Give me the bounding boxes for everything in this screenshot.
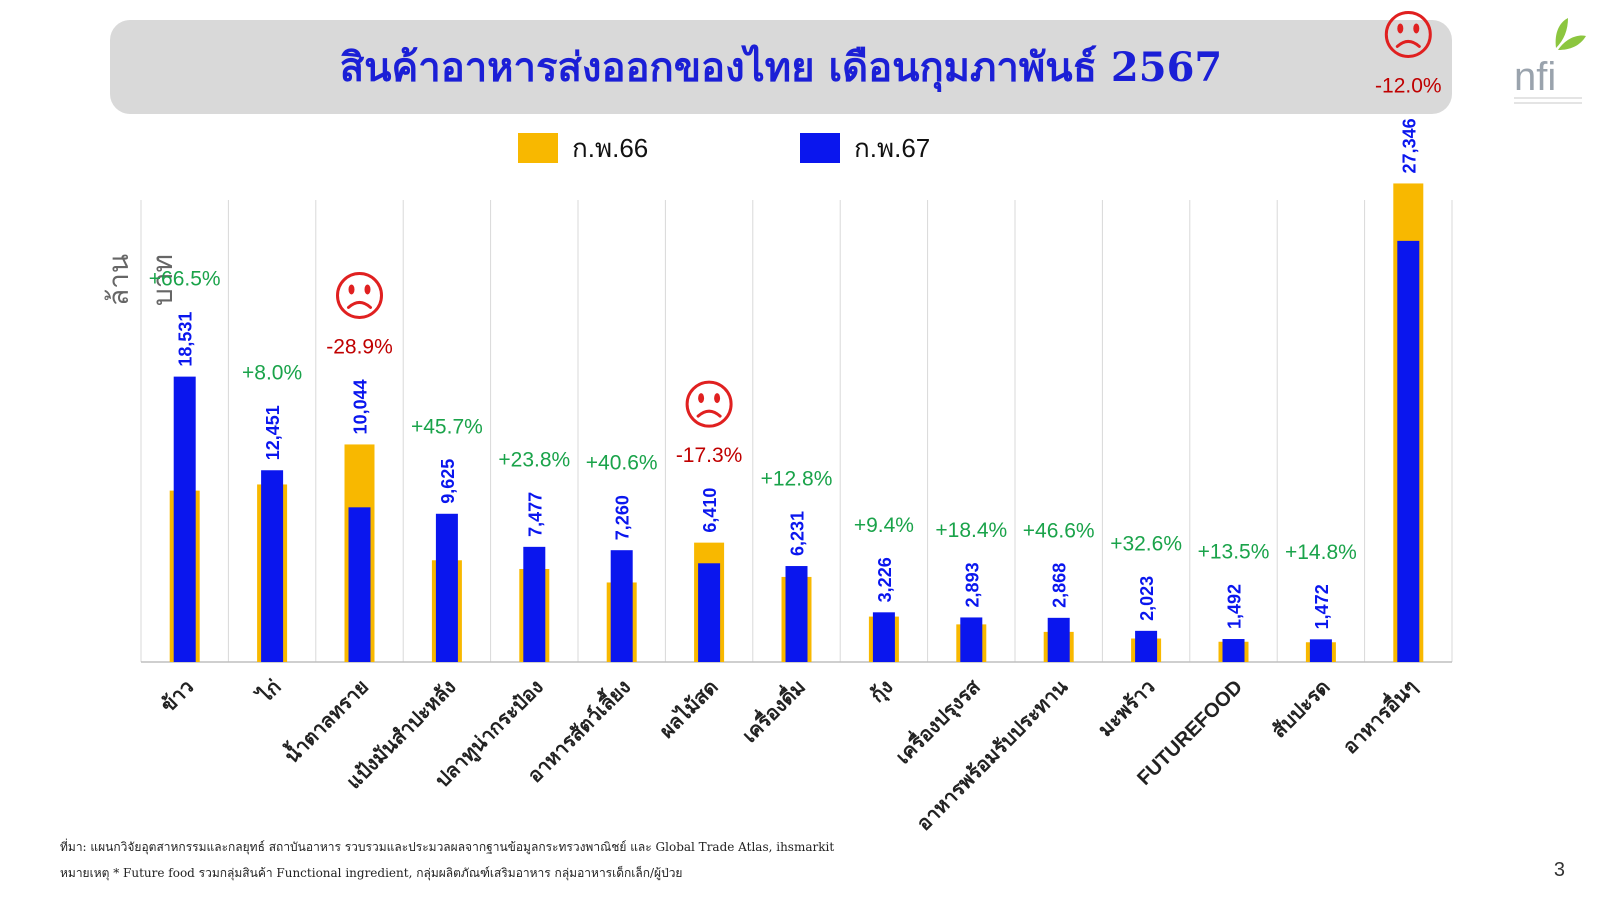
category-label: กุ้ง <box>866 675 898 707</box>
legend-label-curr: ก.พ.67 <box>854 132 931 163</box>
bar-curr-year <box>261 470 284 662</box>
data-label: 27,346 <box>1399 118 1419 173</box>
bar-curr-year <box>173 376 196 662</box>
chart-legend: ก.พ.66 ก.พ.67 <box>0 130 1600 170</box>
data-label: 9,625 <box>438 459 458 504</box>
bar-curr-year <box>610 550 633 662</box>
bar-curr-year <box>523 546 546 662</box>
change-label: +40.6% <box>586 452 658 475</box>
sad-face-icon <box>336 271 383 319</box>
bar-curr-year <box>348 507 371 662</box>
sad-face-mouth <box>1395 39 1421 48</box>
bar-curr-year <box>1047 617 1070 662</box>
legend-item-prev-year: ก.พ.66 <box>518 130 648 166</box>
data-label: 3,226 <box>875 557 895 602</box>
category-label: เครื่องปรุงรส <box>889 672 986 769</box>
page-number: 3 <box>1553 859 1565 881</box>
change-label: +12.8% <box>761 468 833 491</box>
data-label: 12,451 <box>263 405 283 460</box>
sad-face-mouth <box>696 409 722 418</box>
sad-face-eye <box>714 393 721 404</box>
change-label: +46.6% <box>1023 519 1095 542</box>
sad-face-icon <box>1384 10 1432 58</box>
change-label: +18.4% <box>935 519 1007 542</box>
data-label: 7,260 <box>613 495 633 540</box>
footnote-note: หมายเหตุ * Future food รวมกลุ่มสินค้า Fu… <box>60 866 683 880</box>
data-label: 6,410 <box>700 488 720 533</box>
logo-text: nfi <box>1514 55 1556 99</box>
data-label: 18,531 <box>176 312 196 367</box>
category-label: มะพร้าว <box>1094 675 1160 741</box>
bar-curr-year <box>435 513 458 662</box>
sad-face-eye <box>348 284 355 295</box>
change-label: -12.0% <box>1375 74 1442 97</box>
sad-face-eye <box>1397 23 1404 34</box>
change-label: +66.5% <box>149 268 221 291</box>
legend-label-prev: ก.พ.66 <box>572 132 649 163</box>
sad-face-eye <box>1413 23 1420 34</box>
sad-face-eye <box>698 393 705 404</box>
legend-swatch-curr <box>800 133 840 163</box>
legend-swatch-prev <box>518 133 558 163</box>
data-label: 10,044 <box>351 379 371 434</box>
sad-face-icon <box>685 380 733 428</box>
change-label: +14.8% <box>1285 541 1357 564</box>
data-label: 2,868 <box>1050 563 1070 608</box>
change-label: -28.9% <box>326 335 393 358</box>
footnote-source: ที่มา: แผนกวิจัยอุตสาหกรรมและกลยุทธ์ สถา… <box>60 840 835 854</box>
legend-item-curr-year: ก.พ.67 <box>800 130 930 166</box>
sad-face-eye <box>364 284 371 295</box>
change-label: +9.4% <box>854 514 914 537</box>
change-label: +32.6% <box>1110 532 1182 555</box>
bar-curr-year <box>698 563 721 662</box>
data-label: 6,231 <box>788 511 808 556</box>
nfi-logo: nfi <box>1514 18 1586 104</box>
category-label: อาหารพร้อมรับประทาน <box>912 675 1072 835</box>
category-label: ผลไม้สด <box>654 675 722 743</box>
bar-curr-year <box>872 612 895 662</box>
title-banner: สินค้าอาหารส่งออกของไทย เดือนกุมภาพันธ์ … <box>110 20 1452 114</box>
data-label: 7,477 <box>525 492 545 537</box>
change-label: -17.3% <box>676 444 743 467</box>
bar-curr-year <box>785 566 808 662</box>
bar-curr-year <box>1135 630 1158 662</box>
category-label: ไก่ <box>252 675 286 709</box>
change-label: +45.7% <box>411 415 483 438</box>
category-label: เครื่องดื่ม <box>735 672 810 747</box>
bar-curr-year <box>960 617 983 662</box>
data-label: 2,023 <box>1137 576 1157 621</box>
data-label: 1,472 <box>1312 584 1332 629</box>
sad-face-mouth <box>347 300 372 309</box>
change-label: +8.0% <box>242 361 302 384</box>
category-label: อาหารอื่นๆ <box>1336 672 1422 758</box>
bar-curr-year <box>1222 639 1245 662</box>
bar-curr-year <box>1397 240 1420 663</box>
data-label: 2,893 <box>962 562 982 607</box>
category-label: สับปะรด <box>1268 676 1335 743</box>
change-label: +13.5% <box>1198 541 1270 564</box>
page-title: สินค้าอาหารส่งออกของไทย เดือนกุมภาพันธ์ … <box>339 44 1223 91</box>
category-label: น้ำตาลทราย <box>277 672 373 768</box>
data-label: 1,492 <box>1225 584 1245 629</box>
bar-curr-year <box>1309 639 1332 662</box>
change-label: +23.8% <box>498 448 570 471</box>
category-label: ข้าว <box>156 675 198 717</box>
